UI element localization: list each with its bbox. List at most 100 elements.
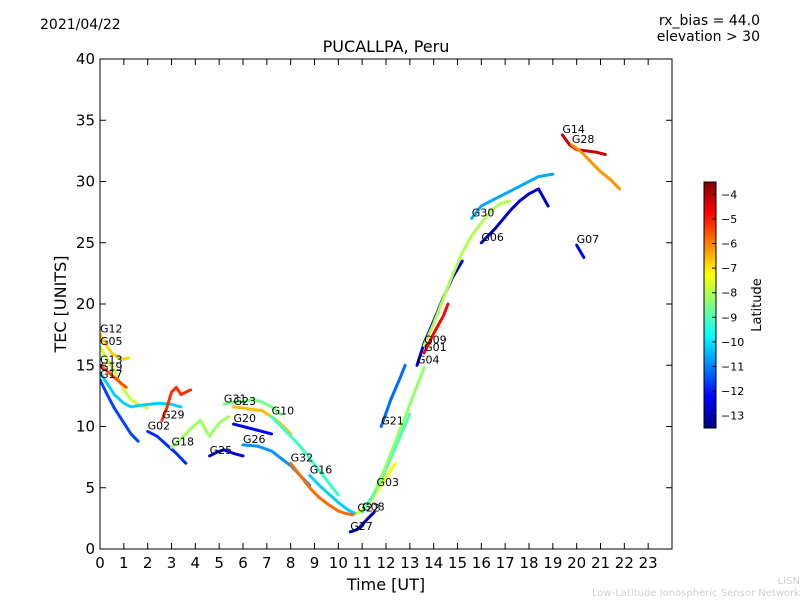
date-label: 2021/04/22 [40, 17, 121, 33]
series-g20 [232, 422, 274, 436]
x-tick-label: 2 [143, 554, 153, 572]
x-tick-label: 8 [286, 554, 296, 572]
colorbar-label: Latitude [750, 278, 765, 332]
colorbar-tick-label: −12 [721, 385, 744, 398]
colorbar: −4 −5 −6 −7 −8 −9 −10 −11 −12 −13 Latitude [703, 181, 765, 429]
colorbar-tick-label: −6 [721, 238, 737, 251]
series-label-g08: G08 [362, 500, 385, 513]
colorbar-ticks: −4 −5 −6 −7 −8 −9 −10 −11 −12 −13 [712, 188, 744, 423]
x-tick-label: 7 [262, 554, 272, 572]
chart-title: PUCALLPA, Peru [323, 37, 450, 56]
series-label-g07: G07 [577, 233, 600, 246]
y-tick-label: 40 [76, 50, 95, 68]
axes-layer: 0 1 2 3 4 5 6 7 8 9 10 11 12 13 14 15 16 17 18 19 20 21 22 2305… [76, 50, 672, 572]
y-tick-label: 15 [76, 356, 95, 374]
series-label-g27: G27 [350, 520, 373, 533]
series-g32 [289, 461, 355, 517]
y-tick-label: 10 [76, 418, 95, 436]
series-label-g26: G26 [243, 433, 266, 446]
y-tick-label: 25 [76, 234, 95, 252]
series-label-g10: G10 [272, 405, 295, 418]
series-g10 [270, 415, 340, 497]
y-tick-label: 20 [76, 295, 95, 313]
series-label-g23: G23 [233, 395, 256, 408]
y-tick-label: 5 [85, 479, 95, 497]
colorbar-tick-label: −4 [721, 188, 737, 201]
series-g25 [208, 448, 245, 458]
series-label-g30: G30 [472, 206, 495, 219]
series-g06 [479, 187, 550, 245]
series-g12 [100, 333, 131, 361]
colorbar-tick-label: −7 [721, 262, 737, 275]
x-tick-label: 16 [472, 554, 491, 572]
x-tick-label: 18 [519, 554, 538, 572]
series-g29 [160, 385, 193, 422]
colorbar-tick-label: −5 [721, 213, 737, 226]
y-tick-label: 35 [76, 111, 95, 129]
series-label-g16: G16 [310, 464, 333, 477]
x-tick-label: 20 [567, 554, 586, 572]
x-tick-label: 13 [400, 554, 419, 572]
colorbar-tick-label: −9 [721, 311, 737, 324]
x-tick-label: 14 [424, 554, 443, 572]
x-tick-label: 9 [310, 554, 320, 572]
series-label-g13: G13 [100, 353, 123, 366]
series-g02 [146, 429, 188, 465]
x-tick-label: 19 [543, 554, 562, 572]
colorbar-tick-label: −11 [721, 361, 744, 374]
series-label-g20: G20 [233, 412, 256, 425]
x-tick-label: 11 [353, 554, 372, 572]
x-tick-label: 12 [376, 554, 395, 572]
colorbar-tick-label: −10 [721, 336, 744, 349]
watermark-subtitle: Low-Latitude Ionospheric Sensor Network [592, 588, 800, 599]
series-label-g05: G05 [100, 335, 123, 348]
x-tick-label: 5 [214, 554, 224, 572]
series-label-g21: G21 [381, 415, 404, 428]
series-g16 [308, 474, 357, 515]
series-g13 [100, 363, 128, 389]
series-g18 [170, 415, 231, 449]
x-axis-label: Time [UT] [346, 575, 425, 594]
colorbar-tick-label: −13 [721, 410, 744, 423]
series-label-g32: G32 [291, 451, 314, 464]
x-tick-label: 3 [167, 554, 177, 572]
series-label-g03: G03 [376, 476, 399, 489]
series-g23 [232, 405, 293, 436]
series-layer [100, 133, 622, 534]
series-g19 [100, 371, 183, 409]
series-label-g02: G02 [148, 419, 171, 432]
y-axis-label: TEC [UNITS] [51, 256, 70, 354]
x-tick-label: 0 [95, 554, 105, 572]
series-label-g18: G18 [172, 435, 195, 448]
x-tick-label: 15 [448, 554, 467, 572]
series-label-g25: G25 [210, 444, 233, 457]
series-g09 [422, 199, 512, 348]
series-label-g04: G04 [417, 353, 440, 366]
rx-bias-label: rx_bias = 44.0 [658, 13, 760, 29]
series-g31 [222, 398, 283, 416]
watermark-title: LISN [777, 576, 800, 587]
series-g07 [575, 243, 586, 259]
elevation-label: elevation > 30 [656, 29, 760, 45]
series-label-g19: G19 [100, 361, 123, 374]
x-tick-label: 23 [639, 554, 658, 572]
y-tick-label: 0 [85, 540, 95, 558]
x-tick-label: 6 [238, 554, 248, 572]
series-label-g17: G17 [100, 368, 123, 381]
x-tick-label: 1 [119, 554, 129, 572]
series-label-g06: G06 [481, 231, 504, 244]
series-label-g29: G29 [162, 408, 185, 421]
series-label-g28: G28 [572, 133, 595, 146]
series-label-g01: G01 [424, 341, 447, 354]
x-tick-label: 22 [615, 554, 634, 572]
series-label-g09: G09 [424, 334, 447, 347]
series-label-g12: G12 [100, 323, 123, 336]
y-tick-label: 30 [76, 173, 95, 191]
series-label-g22: G22 [357, 501, 380, 514]
x-tick-label: 17 [496, 554, 515, 572]
series-label-g31: G31 [224, 392, 247, 405]
x-tick-label: 21 [591, 554, 610, 572]
series-label-g14: G14 [562, 123, 585, 136]
